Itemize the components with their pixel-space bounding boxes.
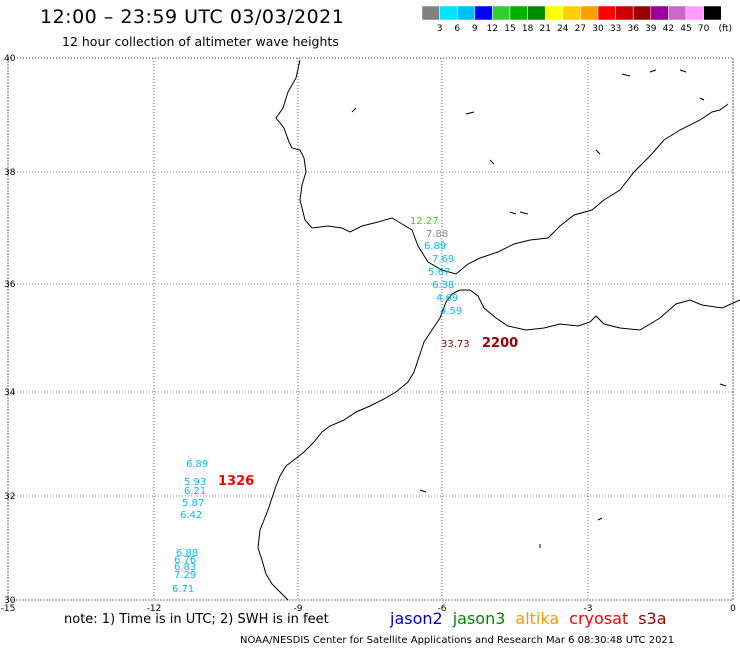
color-scale-label: 3 (437, 24, 443, 34)
longitude-tick-label: -3 (584, 604, 593, 614)
latitude-tick-label: 36 (4, 280, 16, 290)
legend-s3a: s3a (638, 609, 667, 628)
credit-line: NOAA/NESDIS Center for Satellite Applica… (240, 635, 675, 646)
color-scale-label: 70 (698, 24, 710, 34)
legend-jason3: jason3 (452, 609, 506, 628)
footnote: note: 1) Time is in UTC; 2) SWH is in fe… (64, 612, 329, 627)
wave-height-label: 4.59 (440, 306, 462, 317)
color-scale-label: 9 (472, 24, 478, 34)
latitude-tick-label: 30 (4, 596, 16, 606)
coastline (257, 59, 740, 601)
iberia-coast (275, 59, 729, 275)
wave-height-label: 6.83 (174, 562, 196, 573)
longitude-tick-label: -12 (147, 604, 162, 614)
africa-coast (257, 289, 740, 601)
wave-height-label: 4.69 (436, 293, 458, 304)
wave-height-label: 7.69 (432, 254, 454, 265)
legend-altika: altika (515, 609, 560, 628)
wave-height-label: 7.88 (426, 229, 448, 240)
latitude-tick-label: 34 (4, 388, 16, 398)
color-scale-label: 27 (575, 24, 586, 34)
color-scale-label: 45 (680, 24, 691, 34)
map-title: 12:00 – 23:59 UTC 03/03/2021 (40, 6, 345, 28)
longitude-tick-label: 0 (730, 604, 736, 614)
wave-height-label: 33.73 (441, 339, 470, 350)
islands (351, 69, 727, 548)
graticule (7, 57, 734, 601)
longitude-tick-label: -6 (438, 604, 447, 614)
wave-height-label: 6.88 (176, 548, 198, 559)
latitude-tick-label: 38 (4, 168, 16, 178)
wave-height-label: 5.67 (428, 267, 450, 278)
wave-height-label: 6.76 (174, 555, 196, 566)
color-scale-unit: (ft) (718, 24, 732, 34)
wave-height-label: 6.89 (186, 459, 208, 470)
map-frame (7, 57, 734, 601)
wave-height-label: 2200 (482, 336, 518, 351)
color-scale-label: 6 (454, 24, 460, 34)
longitude-tick-label: -15 (1, 604, 16, 614)
longitude-tick-label: -9 (294, 604, 303, 614)
map-subtitle: 12 hour collection of altimeter wave hei… (62, 34, 339, 49)
legend-cryosat: cryosat (569, 609, 629, 628)
wave-height-label: 6.42 (180, 510, 202, 521)
color-scale-label: 24 (557, 24, 569, 34)
wave-height-label: 12.27 (410, 216, 439, 227)
color-scale-label: 33 (610, 24, 621, 34)
latitude-tick-label: 32 (4, 492, 15, 502)
color-scale-label: 21 (539, 24, 550, 34)
color-scale-label: 15 (504, 24, 515, 34)
wave-height-label: 5.87 (182, 498, 204, 509)
color-swatch (703, 5, 722, 21)
wave-height-label: 7.29 (174, 570, 196, 581)
color-scale-label: 36 (627, 24, 639, 34)
wave-height-label: 6.89 (424, 241, 446, 252)
color-scale-label: 18 (522, 24, 534, 34)
wave-height-label: 6.71 (172, 584, 194, 595)
wave-height-label: 6.38 (432, 280, 454, 291)
legend-jason2: jason2 (390, 609, 443, 628)
latitude-tick-label: 40 (4, 54, 16, 64)
color-scale-label: 42 (663, 24, 674, 34)
color-scale-bar: 3 6 9 12 15 18 21 24 27 30 33 36 39 42 45 70 (ft) (421, 5, 732, 34)
wave-height-label: 5.93 (184, 477, 206, 488)
color-scale-label: 12 (487, 24, 498, 34)
satellite-legend: jason2 jason3 altika cryosat s3a (390, 609, 677, 628)
wave-height-label: 6.21 (184, 486, 206, 497)
wave-height-label: 1326 (218, 474, 254, 489)
color-scale-label: 39 (645, 24, 657, 34)
color-scale-label: 30 (592, 24, 604, 34)
axis-labels: -15 -12 -9 -6 -3 0 40 38 36 34 32 30 (1, 54, 736, 614)
